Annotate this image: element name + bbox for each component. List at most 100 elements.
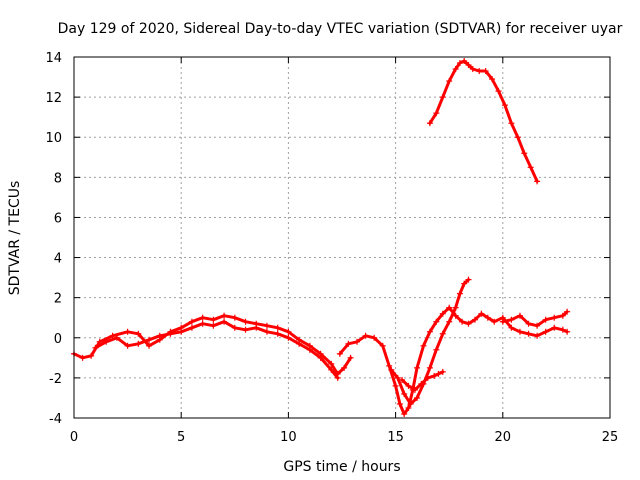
series-line [338, 306, 569, 416]
data-point [426, 364, 433, 371]
data-point [564, 308, 571, 315]
data-point [414, 394, 421, 401]
data-point [221, 318, 228, 325]
data-point [396, 400, 403, 407]
data-point [405, 382, 412, 389]
data-point [491, 318, 498, 325]
data-point [439, 330, 446, 337]
series-satellite-track-c [336, 304, 571, 417]
series-line [428, 59, 539, 183]
x-tick-label: 0 [70, 430, 78, 445]
data-point [231, 314, 238, 321]
data-point [296, 340, 303, 347]
data-point [199, 314, 206, 321]
data-point [508, 120, 515, 127]
data-point [534, 178, 541, 185]
data-point [564, 328, 571, 335]
data-point [328, 360, 335, 367]
data-point [534, 332, 541, 339]
data-point [113, 334, 120, 341]
data-point [317, 354, 324, 361]
data-point [274, 324, 281, 331]
data-point [489, 76, 496, 83]
data-point [433, 346, 440, 353]
x-tick-label: 5 [177, 430, 185, 445]
data-point [508, 316, 515, 323]
data-point [306, 346, 313, 353]
data-point [482, 68, 489, 75]
data-point [188, 318, 195, 325]
data-point [452, 304, 459, 311]
data-point [362, 332, 369, 339]
data-point [499, 318, 506, 325]
data-point [542, 328, 549, 335]
data-point [471, 316, 478, 323]
data-point [88, 352, 95, 359]
data-point [446, 304, 453, 311]
data-point [199, 320, 206, 327]
data-point [534, 322, 541, 329]
data-point [516, 312, 523, 319]
data-point [401, 390, 408, 397]
data-point [433, 318, 440, 325]
data-point [420, 342, 427, 349]
data-point [79, 354, 86, 361]
data-point [379, 342, 386, 349]
y-tick-label: 12 [45, 91, 62, 106]
data-point [525, 330, 532, 337]
x-tick-label: 20 [495, 430, 512, 445]
data-point [514, 134, 521, 141]
data-point [478, 310, 485, 317]
data-point [274, 330, 281, 337]
data-point [426, 328, 433, 335]
y-tick-label: -2 [49, 372, 62, 387]
data-point [551, 324, 558, 331]
data-point [525, 320, 532, 327]
plot-frame [73, 56, 611, 419]
data-point [388, 366, 395, 373]
data-point [345, 340, 352, 347]
data-point [242, 318, 249, 325]
data-point [188, 324, 195, 331]
data-point [231, 324, 238, 331]
data-series [71, 58, 571, 417]
axis-ticks: 0 5 10 15 20 25 -4 -2 0 2 4 6 8 10 12 14 [45, 51, 618, 445]
data-point [263, 328, 270, 335]
series-line [93, 320, 340, 380]
data-point [559, 312, 566, 319]
data-point [285, 328, 292, 335]
data-point [109, 332, 116, 339]
data-point [452, 66, 459, 73]
data-point [394, 374, 401, 381]
data-point [407, 400, 414, 407]
data-point [167, 330, 174, 337]
data-point [103, 338, 110, 345]
series-satellite-track-a [71, 312, 354, 377]
data-point [253, 324, 260, 331]
data-point [399, 376, 406, 383]
data-point [439, 310, 446, 317]
data-point [347, 354, 354, 361]
grid-lines [74, 57, 610, 418]
data-point [146, 336, 153, 343]
y-tick-label: 8 [54, 171, 62, 186]
x-axis-label: GPS time / hours [283, 459, 400, 475]
data-point [221, 312, 228, 319]
x-tick-label: 25 [602, 430, 619, 445]
data-point [465, 276, 472, 283]
y-tick-label: 10 [45, 131, 62, 146]
data-point [124, 328, 131, 335]
data-point [465, 62, 472, 69]
series-line [72, 314, 353, 376]
data-point [501, 102, 508, 109]
series-satellite-track-e [399, 368, 446, 393]
x-tick-label: 10 [280, 430, 297, 445]
data-point [446, 78, 453, 85]
x-tick-label: 15 [387, 430, 404, 445]
data-point [521, 150, 528, 157]
data-point [459, 318, 466, 325]
data-point [426, 120, 433, 127]
data-point [210, 316, 217, 323]
data-point [414, 364, 421, 371]
data-point [392, 382, 399, 389]
